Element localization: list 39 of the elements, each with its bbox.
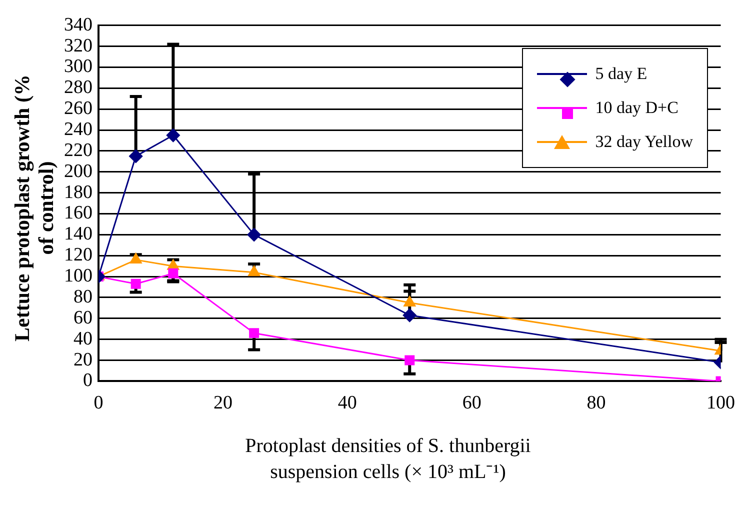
legend-label: 10 day D+C	[595, 98, 678, 118]
y-tick-label: 320	[64, 35, 92, 56]
y-tick-label: 220	[64, 140, 92, 161]
point	[402, 308, 416, 322]
point	[404, 355, 415, 366]
point	[166, 128, 180, 142]
y-tick-label: 240	[64, 119, 92, 140]
y-tick-label: 340	[64, 14, 92, 36]
point	[404, 296, 416, 306]
legend-label: 5 day E	[595, 64, 648, 84]
y-tick-label: 300	[64, 56, 92, 78]
point	[168, 268, 178, 278]
y-tick-label: 200	[64, 160, 92, 182]
y-axis-title: Lettuce protoplast growth (% of control)	[10, 74, 58, 344]
x-tick-label: 60	[462, 392, 482, 414]
x-tick-label: 100	[706, 392, 735, 414]
point	[247, 228, 261, 242]
point	[249, 328, 260, 338]
y-tick-label: 40	[74, 328, 92, 350]
point	[248, 266, 260, 276]
legend-label: 32 day Yellow	[595, 132, 693, 152]
point	[129, 149, 143, 163]
y-tick-label: 100	[64, 266, 92, 287]
y-tick-label: 60	[74, 307, 92, 328]
x-axis-title: Protoplast densities of S. thunbergii suspension cells (× 10³ mL⁻¹)	[244, 434, 532, 485]
point	[130, 278, 141, 289]
y-tick-label: 0	[83, 370, 92, 392]
x-tick-label: 40	[338, 392, 357, 414]
y-tick-label: 20	[74, 349, 92, 370]
x-tick-label: 20	[213, 392, 232, 414]
y-tick-label: 80	[74, 286, 92, 308]
y-tick-label: 120	[64, 244, 92, 266]
x-tick-label: 80	[586, 392, 606, 414]
y-tick-label: 180	[64, 182, 92, 203]
y-tick-label: 280	[64, 77, 92, 98]
point	[130, 253, 142, 264]
y-tick-label: 260	[64, 98, 92, 120]
y-tick-label: 140	[64, 224, 92, 245]
y-tick-label: 160	[64, 202, 92, 224]
